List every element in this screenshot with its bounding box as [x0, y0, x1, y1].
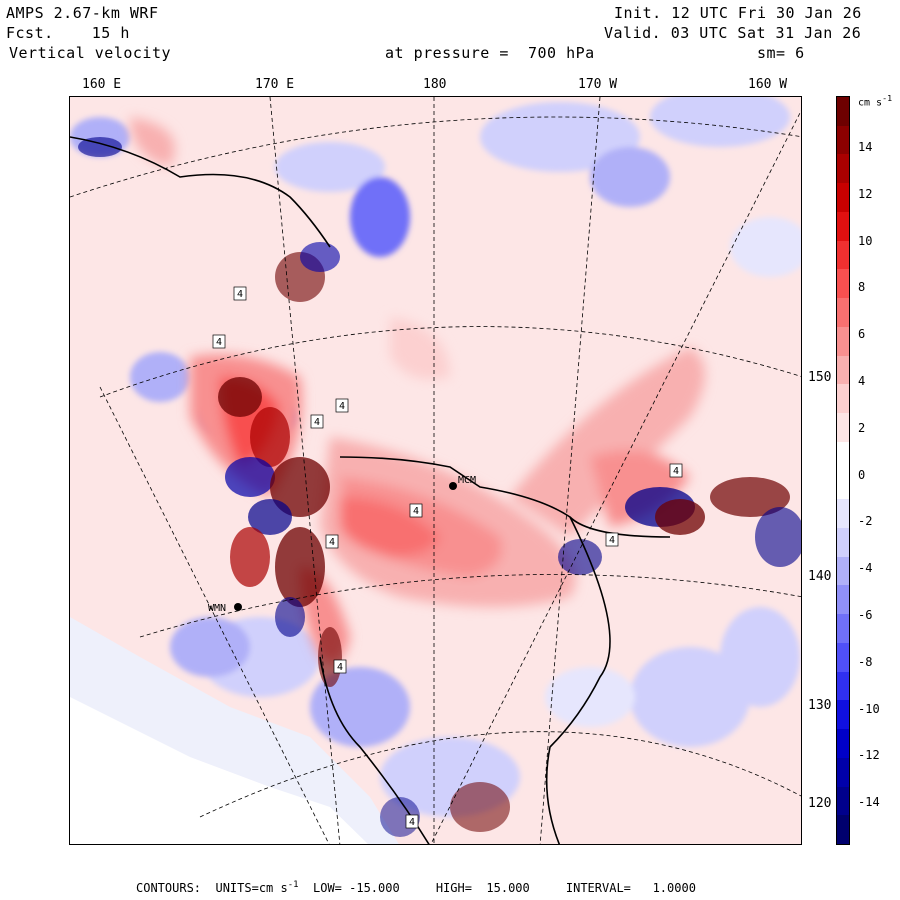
lon-label-160e: 160 E: [82, 77, 122, 92]
pressure-level: at pressure = 700 hPa: [385, 44, 595, 62]
colorbar-tick-label: 4: [858, 374, 866, 388]
colorbar-tick-label: 8: [858, 280, 866, 295]
svg-text:4: 4: [216, 337, 222, 348]
colorbar-segment: [837, 269, 849, 299]
field-name: Vertical velocity: [9, 44, 172, 62]
model-title: AMPS 2.67-km WRF: [6, 4, 159, 22]
mountain-cores: [78, 137, 801, 837]
colorbar-segment: [837, 815, 849, 845]
lon-label-180: 180: [423, 77, 447, 92]
colorbar-segment: [837, 729, 849, 759]
colorbar-segment: [837, 642, 849, 673]
colorbar-tick-label: -4: [858, 561, 873, 576]
colorbar-segment: [837, 614, 849, 644]
colorbar-tick-label: 0: [858, 467, 866, 482]
station-wmn-dot: [234, 603, 242, 611]
colorbar-segment: [837, 97, 849, 127]
colorbar-tick-label: 12: [858, 186, 873, 201]
colorbar-segment: [837, 183, 849, 213]
svg-text:4: 4: [609, 535, 615, 546]
svg-text:4: 4: [314, 417, 320, 428]
colorbar-segment: [837, 298, 849, 328]
contour-labels: 4 4 4 4 4 4 4 4 4 4: [212, 286, 683, 829]
map-panel[interactable]: MCM WMN 4 4 4 4 4 4 4 4 4 4: [69, 96, 802, 845]
colorbar-tick-label: 6: [858, 327, 866, 342]
colorbar-segment: [837, 499, 849, 529]
colorbar-segment: [837, 154, 849, 184]
colorbar-segment: [837, 125, 849, 155]
colorbar-units: cm s-1: [858, 93, 893, 109]
colorbar-segment: [837, 470, 849, 500]
colorbar-segment: [837, 384, 849, 414]
svg-text:4: 4: [413, 506, 419, 517]
colorbar-tick-label: -8: [858, 654, 873, 669]
colorbar-tick-label: -14: [858, 795, 880, 810]
colorbar-segment: [837, 240, 849, 270]
colorbar-tick-label: 2: [858, 420, 866, 435]
colorbar-tick-label: -10: [858, 701, 880, 716]
colorbar-segment: [837, 527, 849, 558]
colorbar-tick-label: -6: [858, 608, 873, 622]
station-wmn-label: WMN: [208, 603, 226, 614]
colorbar-tick-label: -12: [858, 748, 880, 763]
lon-label-170e: 170 E: [255, 77, 295, 92]
colorbar-segment: [837, 556, 849, 586]
valid-time: Valid. 03 UTC Sat 31 Jan 26: [604, 24, 862, 42]
colorbar-segment: [837, 326, 849, 357]
svg-text:4: 4: [337, 662, 343, 673]
contour-info: CONTOURS: UNITS=cm s-1 LOW= -15.000 HIGH…: [136, 880, 696, 895]
svg-text:4: 4: [237, 289, 243, 300]
white-shelf: [70, 697, 368, 844]
forecast-hour: Fcst. 15 h: [6, 24, 130, 42]
blue-patches: [70, 97, 801, 817]
colorbar-segment: [837, 413, 849, 443]
station-mcm-label: MCM: [458, 475, 476, 486]
colorbar-segment: [837, 355, 849, 385]
graticule: [70, 97, 801, 844]
colorbar-segment: [837, 211, 849, 242]
svg-text:4: 4: [339, 401, 345, 412]
colorbar-tick-label: 14: [858, 140, 873, 154]
colorbar-tick-label: -2: [858, 514, 873, 529]
colorbar-segment: [837, 441, 849, 471]
station-mcm-dot: [449, 482, 457, 490]
colorbar-segment: [837, 786, 849, 816]
colorbar-segment: [837, 671, 849, 701]
smoothing: sm= 6: [757, 44, 805, 62]
colorbar-segment: [837, 700, 849, 730]
init-time: Init. 12 UTC Fri 30 Jan 26: [614, 4, 862, 22]
lon-label-160w: 160 W: [748, 77, 788, 92]
colorbar-segment: [837, 585, 849, 615]
colorbar-tick-label: 10: [858, 233, 873, 248]
svg-text:4: 4: [673, 466, 679, 477]
svg-text:4: 4: [409, 817, 415, 828]
svg-text:4: 4: [329, 537, 335, 548]
lon-label-170w: 170 W: [578, 77, 618, 92]
colorbar-segment: [837, 757, 849, 788]
vertical-velocity-map: MCM WMN 4 4 4 4 4 4 4 4 4 4: [70, 97, 801, 844]
colorbar: [836, 96, 850, 845]
